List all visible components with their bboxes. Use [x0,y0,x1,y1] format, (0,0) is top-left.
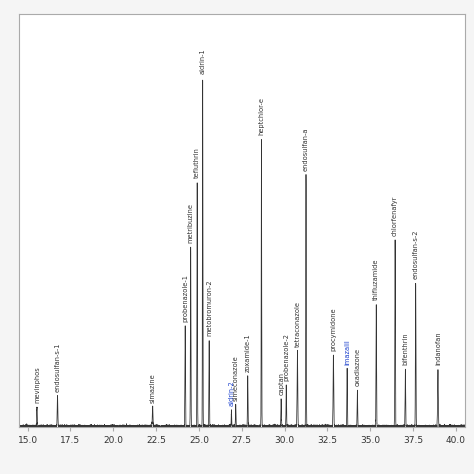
Text: zoxamide-1: zoxamide-1 [245,334,251,372]
Text: probenazole-2: probenazole-2 [283,333,289,381]
Text: oxadiazone: oxadiazone [355,348,360,386]
Text: tefluthrin: tefluthrin [194,147,200,178]
Text: endosulfan-a: endosulfan-a [303,128,309,171]
Text: tetraconazole: tetraconazole [294,301,301,347]
Text: thifluzamide: thifluzamide [373,259,379,301]
Text: probenazole-1: probenazole-1 [182,274,188,322]
Text: endosulfan-s-2: endosulfan-s-2 [413,229,419,279]
Text: aldrin-2: aldrin-2 [228,381,235,406]
Text: heptchlor-e: heptchlor-e [258,98,264,136]
Text: imazalil: imazalil [344,339,350,365]
Text: metribuzine: metribuzine [188,203,194,243]
Text: chlorfenafyr: chlorfenafyr [392,195,398,236]
Text: bifenthrin: bifenthrin [402,332,409,365]
Text: mevinphos: mevinphos [34,366,40,402]
Text: aldrin-1: aldrin-1 [200,49,206,74]
Text: endosulfan-s-1: endosulfan-s-1 [55,342,61,392]
Text: metobromuron-2: metobromuron-2 [206,280,212,336]
Text: indanofan: indanofan [435,331,441,365]
Text: simeconazole: simeconazole [233,355,239,401]
Text: procymidone: procymidone [330,307,337,351]
Text: captan: captan [278,373,284,395]
Text: simazine: simazine [150,373,155,402]
